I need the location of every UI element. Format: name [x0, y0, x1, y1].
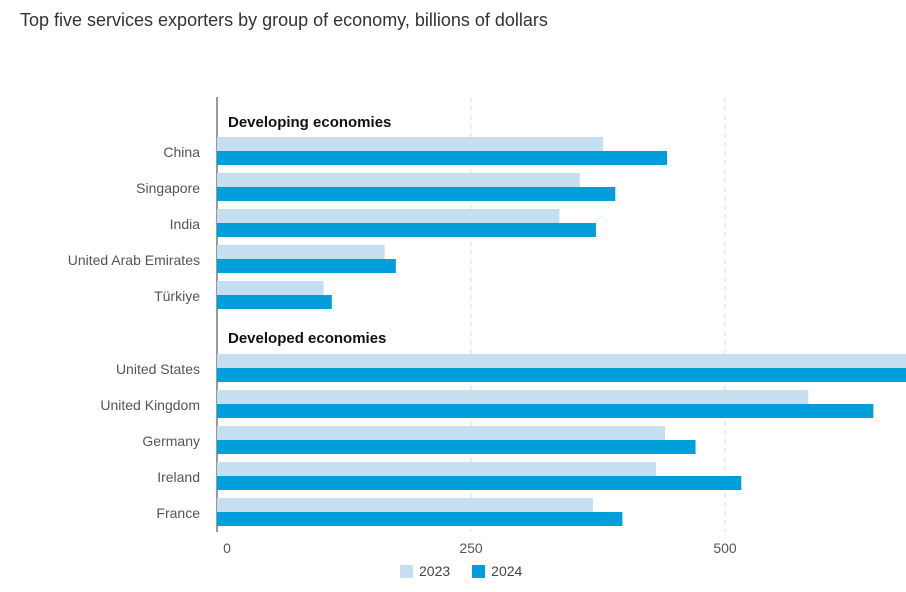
- category-label: United Arab Emirates: [68, 252, 200, 268]
- legend-swatch-2023: [400, 564, 413, 578]
- bar-2023: [217, 137, 604, 151]
- x-tick-label: 0: [223, 540, 231, 556]
- group-label: Developing economies: [228, 114, 391, 131]
- bar-2024: [217, 404, 874, 418]
- bar-2024: [217, 440, 696, 454]
- category-label: United States: [116, 361, 200, 377]
- bar-2024: [217, 187, 616, 201]
- bar-2024: [217, 259, 396, 273]
- legend-label-2023: 2023: [419, 563, 451, 579]
- legend-item-2023[interactable]: 2023: [400, 563, 450, 579]
- bar-2023: [217, 354, 906, 368]
- category-label: Türkiye: [154, 288, 200, 304]
- bar-2023: [217, 281, 324, 295]
- bar-2023: [217, 209, 560, 223]
- category-label: China: [163, 144, 200, 160]
- category-label: Germany: [142, 433, 200, 449]
- legend: 2023 2024: [400, 563, 522, 579]
- legend-label-2024: 2024: [491, 563, 523, 579]
- bar-2023: [217, 462, 656, 476]
- chart-title: Top five services exporters by group of …: [20, 10, 548, 30]
- bar-2024: [217, 151, 668, 165]
- group-label: Developed economies: [228, 330, 386, 347]
- bar-2024: [217, 476, 742, 490]
- bar-2023: [217, 173, 580, 187]
- bar-2023: [217, 390, 809, 404]
- category-label: Singapore: [136, 180, 200, 196]
- bar-2024: [217, 295, 332, 309]
- legend-swatch-2024: [472, 564, 486, 578]
- x-tick-label: 250: [459, 540, 483, 556]
- legend-item-2024[interactable]: 2024: [472, 563, 522, 579]
- bar-2023: [217, 426, 666, 440]
- category-label: India: [170, 216, 201, 232]
- bar-2023: [217, 498, 593, 512]
- bar-2024: [217, 223, 596, 237]
- category-label: United Kingdom: [100, 397, 200, 413]
- bar-2024: [217, 368, 906, 382]
- bar-2024: [217, 512, 623, 526]
- bar-2023: [217, 245, 385, 259]
- category-label: France: [156, 505, 200, 521]
- x-tick-label: 500: [713, 540, 737, 556]
- category-label: Ireland: [157, 469, 200, 485]
